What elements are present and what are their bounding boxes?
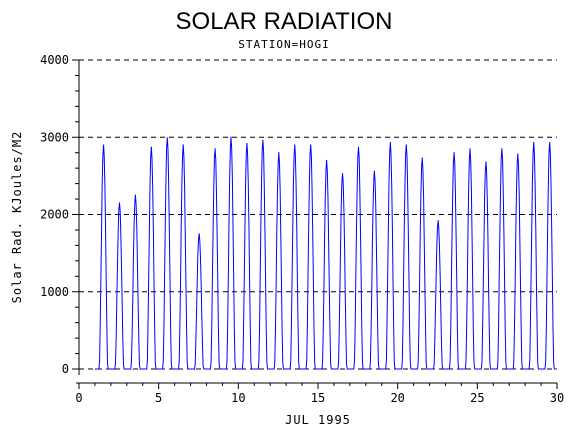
data-point	[310, 144, 312, 146]
x-axis-ticks: 0 5 10 15 20 25 30	[75, 383, 564, 405]
x-axis-label: JUL 1995	[285, 413, 351, 427]
data-point	[389, 142, 391, 144]
data-point	[357, 146, 360, 148]
data-point	[517, 153, 519, 155]
y-tick-label: 3000	[40, 130, 69, 144]
data-point	[198, 233, 200, 235]
data-point	[246, 142, 248, 145]
data-point	[166, 137, 168, 139]
data-point	[230, 136, 232, 138]
x-tick-label: 5	[155, 391, 162, 405]
chart-subtitle: STATION=HOGI	[238, 38, 329, 51]
data-point	[405, 144, 407, 146]
x-tick-label: 0	[75, 391, 82, 405]
data-point	[326, 159, 328, 162]
data-point	[533, 142, 535, 144]
data-point	[214, 148, 216, 150]
data-point	[549, 142, 551, 144]
data-point	[469, 148, 471, 150]
x-tick-label: 25	[470, 391, 484, 405]
data-point	[421, 157, 423, 159]
data-point	[453, 152, 455, 154]
grid-lines	[79, 59, 557, 370]
x-tick-label: 30	[550, 391, 564, 405]
data-point	[134, 194, 137, 196]
data-point	[262, 139, 264, 141]
data-point	[437, 220, 439, 222]
series-group	[94, 136, 557, 370]
x-tick-label: 20	[390, 391, 404, 405]
data-point	[341, 172, 344, 175]
data-point	[278, 152, 280, 154]
x-tick-label: 15	[311, 391, 325, 405]
x-tick-label: 10	[231, 391, 245, 405]
data-point	[118, 202, 121, 204]
data-point	[182, 144, 184, 146]
data-point	[294, 144, 296, 146]
data-point	[485, 161, 487, 163]
y-tick-label: 2000	[40, 208, 69, 222]
y-axis-ticks: 0 1000 2000 3000 4000	[40, 53, 79, 376]
data-point	[373, 170, 376, 172]
y-tick-label: 0	[62, 362, 69, 376]
y-tick-label: 4000	[40, 53, 69, 67]
y-tick-label: 1000	[40, 285, 69, 299]
chart-title: SOLAR RADIATION	[176, 8, 393, 35]
y-axis-label: Solar Rad. KJoules/M2	[10, 131, 24, 304]
series-line	[94, 137, 557, 370]
data-point	[102, 144, 105, 146]
data-point	[501, 148, 503, 150]
data-point	[150, 146, 152, 148]
